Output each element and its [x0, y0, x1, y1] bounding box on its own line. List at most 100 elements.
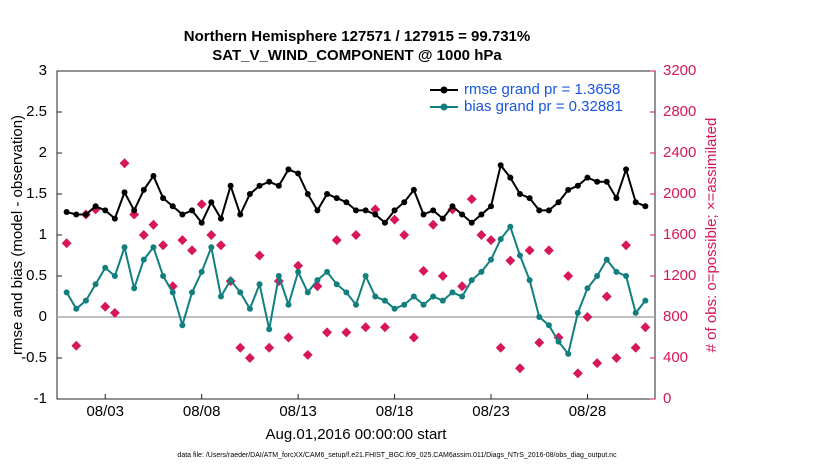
- obs-marker: [235, 342, 246, 353]
- point: [372, 211, 379, 218]
- y-axis-label: rmse and bias (model - observation): [9, 115, 26, 355]
- legend-label: rmse grand pr = 1.3658: [464, 81, 620, 98]
- point: [497, 236, 504, 243]
- obs-marker: [505, 255, 516, 266]
- x-tick-label: 08/03: [86, 403, 124, 420]
- y-tick-label: 1.5: [26, 185, 47, 202]
- point: [449, 203, 456, 210]
- point: [198, 219, 205, 226]
- obs-marker: [572, 368, 583, 379]
- point: [449, 289, 456, 296]
- point: [478, 268, 485, 275]
- obs-marker: [621, 240, 632, 251]
- point: [468, 277, 475, 284]
- footnote: data file: /Users/raeder/DAI/ATM_forcXX/…: [177, 452, 617, 459]
- obs-marker: [563, 271, 574, 281]
- point: [237, 211, 244, 218]
- point: [266, 178, 273, 185]
- point: [256, 182, 263, 189]
- y2-tick-label: 2800: [663, 103, 696, 120]
- obs-marker: [244, 353, 255, 363]
- point: [488, 203, 495, 210]
- point: [189, 289, 196, 296]
- point: [121, 244, 128, 251]
- point: [613, 195, 620, 202]
- y-tick-label: 2.5: [26, 103, 47, 120]
- point: [565, 350, 572, 357]
- point: [353, 301, 359, 308]
- point: [623, 166, 630, 173]
- point: [198, 268, 205, 275]
- point: [285, 301, 292, 308]
- point: [391, 207, 398, 214]
- obs-marker: [408, 332, 419, 343]
- obs-marker: [206, 230, 217, 240]
- point: [632, 199, 639, 206]
- point: [372, 293, 379, 300]
- point: [353, 207, 359, 214]
- point: [381, 219, 388, 226]
- obs-marker: [331, 235, 342, 246]
- point: [111, 273, 118, 279]
- y2-tick-label: 2000: [663, 185, 696, 202]
- point: [275, 182, 282, 189]
- point: [227, 182, 234, 189]
- point: [102, 207, 109, 214]
- obs-marker: [466, 194, 477, 205]
- point: [150, 244, 157, 251]
- obs-marker: [437, 271, 448, 281]
- point: [613, 268, 620, 275]
- point: [314, 207, 321, 214]
- point: [217, 293, 224, 300]
- point: [160, 195, 167, 202]
- point: [497, 162, 504, 169]
- y-tick-label: -1: [34, 390, 47, 407]
- point: [565, 186, 572, 193]
- obs-marker: [611, 353, 622, 363]
- point: [478, 211, 485, 218]
- point: [295, 170, 302, 177]
- point: [401, 199, 408, 206]
- point: [623, 273, 630, 279]
- point: [169, 289, 176, 296]
- point: [63, 209, 70, 216]
- point: [603, 178, 610, 185]
- point: [526, 195, 533, 202]
- obs-marker: [283, 332, 294, 343]
- point: [179, 322, 186, 329]
- point: [266, 326, 273, 333]
- point: [526, 277, 533, 284]
- point: [420, 301, 427, 308]
- obs-marker: [187, 245, 197, 256]
- obs-marker: [630, 342, 641, 353]
- point: [227, 277, 234, 284]
- obs-marker: [582, 312, 593, 322]
- obs-marker: [293, 260, 304, 271]
- point: [468, 219, 475, 226]
- x-axis-label: Aug.01,2016 00:00:00 start: [266, 426, 448, 443]
- y2-tick-label: 1200: [663, 267, 696, 284]
- obs-marker: [370, 204, 381, 215]
- point: [246, 191, 253, 197]
- x-tick-label: 08/08: [183, 403, 221, 420]
- point: [381, 297, 388, 304]
- y2-tick-label: 800: [663, 308, 688, 325]
- point: [169, 203, 176, 210]
- point: [555, 338, 562, 345]
- y-tick-label: 2: [39, 144, 47, 161]
- point: [92, 281, 99, 288]
- point: [536, 314, 543, 320]
- y2-tick-label: 2400: [663, 144, 696, 161]
- obs-marker: [476, 230, 487, 240]
- point: [507, 223, 514, 230]
- obs-marker: [601, 291, 612, 302]
- point: [401, 301, 408, 308]
- obs-marker: [495, 342, 506, 353]
- obs-marker: [524, 245, 535, 256]
- point: [545, 207, 552, 214]
- point: [324, 268, 331, 275]
- point: [333, 195, 340, 202]
- obs-marker: [264, 342, 275, 353]
- point: [121, 189, 128, 196]
